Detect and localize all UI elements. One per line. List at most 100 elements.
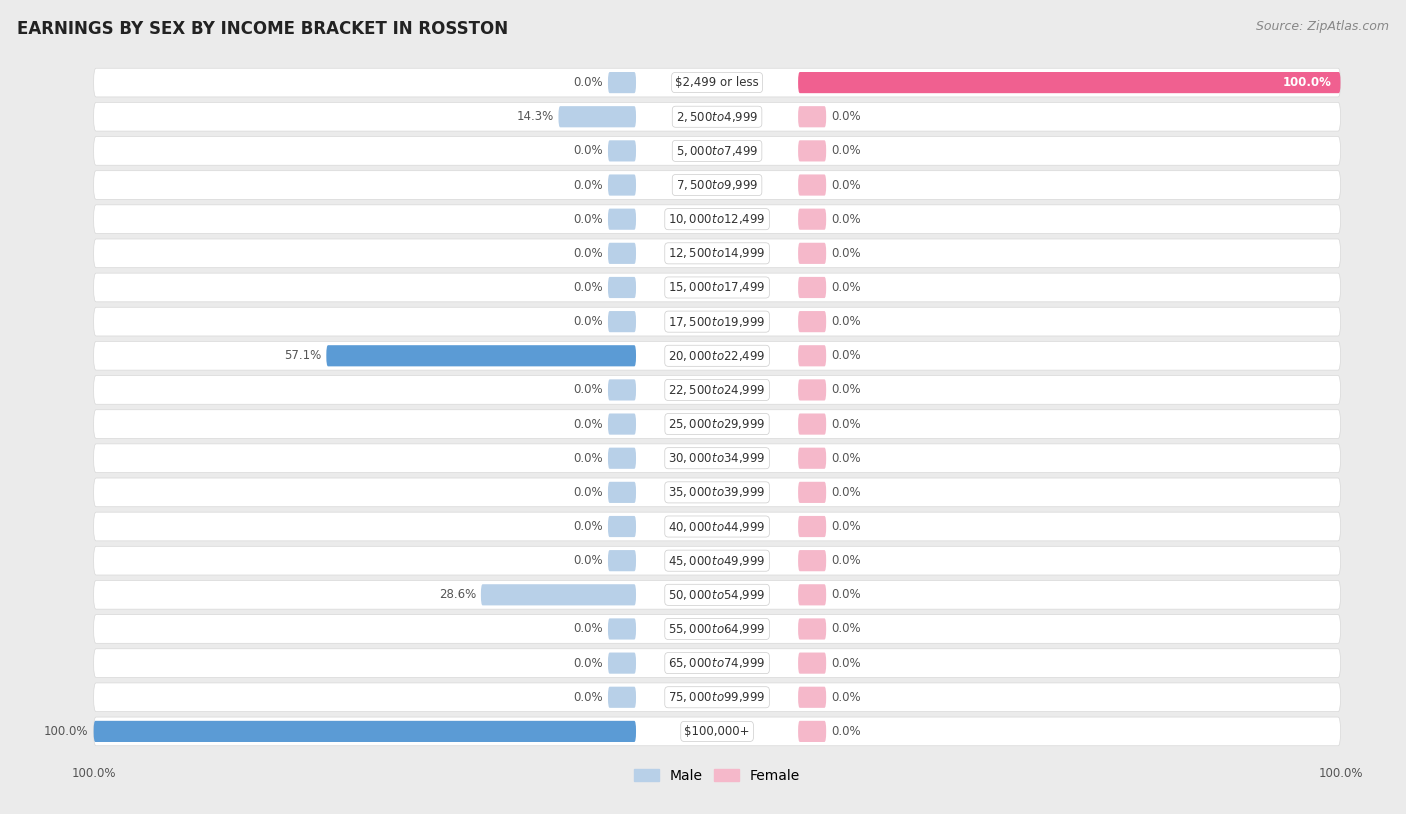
Text: 0.0%: 0.0%: [831, 486, 860, 499]
FancyBboxPatch shape: [607, 414, 636, 435]
FancyBboxPatch shape: [94, 649, 1340, 677]
FancyBboxPatch shape: [607, 311, 636, 332]
Text: 0.0%: 0.0%: [574, 418, 603, 431]
FancyBboxPatch shape: [607, 516, 636, 537]
FancyBboxPatch shape: [607, 619, 636, 640]
FancyBboxPatch shape: [607, 208, 636, 230]
Text: 0.0%: 0.0%: [574, 212, 603, 225]
FancyBboxPatch shape: [799, 448, 827, 469]
FancyBboxPatch shape: [94, 512, 1340, 540]
FancyBboxPatch shape: [799, 687, 827, 708]
Text: 0.0%: 0.0%: [831, 212, 860, 225]
Text: $12,500 to $14,999: $12,500 to $14,999: [668, 247, 766, 260]
Text: $30,000 to $34,999: $30,000 to $34,999: [668, 451, 766, 466]
FancyBboxPatch shape: [607, 277, 636, 298]
Text: 0.0%: 0.0%: [574, 486, 603, 499]
FancyBboxPatch shape: [799, 721, 827, 742]
FancyBboxPatch shape: [799, 243, 827, 264]
Text: 0.0%: 0.0%: [574, 452, 603, 465]
Text: $20,000 to $22,499: $20,000 to $22,499: [668, 348, 766, 363]
FancyBboxPatch shape: [94, 171, 1340, 199]
FancyBboxPatch shape: [607, 550, 636, 571]
Text: $25,000 to $29,999: $25,000 to $29,999: [668, 417, 766, 431]
FancyBboxPatch shape: [94, 274, 1340, 302]
Text: $22,500 to $24,999: $22,500 to $24,999: [668, 383, 766, 397]
Text: 0.0%: 0.0%: [831, 452, 860, 465]
Text: $35,000 to $39,999: $35,000 to $39,999: [668, 485, 766, 499]
FancyBboxPatch shape: [607, 174, 636, 195]
Text: 0.0%: 0.0%: [831, 178, 860, 191]
FancyBboxPatch shape: [94, 478, 1340, 506]
Text: 0.0%: 0.0%: [831, 657, 860, 670]
Text: $2,500 to $4,999: $2,500 to $4,999: [676, 110, 758, 124]
FancyBboxPatch shape: [94, 103, 1340, 131]
Text: EARNINGS BY SEX BY INCOME BRACKET IN ROSSTON: EARNINGS BY SEX BY INCOME BRACKET IN ROS…: [17, 20, 508, 38]
Text: 0.0%: 0.0%: [574, 76, 603, 89]
Text: Source: ZipAtlas.com: Source: ZipAtlas.com: [1256, 20, 1389, 33]
FancyBboxPatch shape: [94, 239, 1340, 268]
FancyBboxPatch shape: [607, 243, 636, 264]
Text: 0.0%: 0.0%: [574, 315, 603, 328]
FancyBboxPatch shape: [607, 687, 636, 708]
FancyBboxPatch shape: [94, 375, 1340, 405]
FancyBboxPatch shape: [799, 619, 827, 640]
FancyBboxPatch shape: [558, 106, 636, 127]
Text: $5,000 to $7,499: $5,000 to $7,499: [676, 144, 758, 158]
Text: $50,000 to $54,999: $50,000 to $54,999: [668, 588, 766, 602]
FancyBboxPatch shape: [607, 653, 636, 674]
FancyBboxPatch shape: [94, 205, 1340, 234]
FancyBboxPatch shape: [607, 379, 636, 400]
FancyBboxPatch shape: [94, 137, 1340, 165]
FancyBboxPatch shape: [799, 550, 827, 571]
Text: $65,000 to $74,999: $65,000 to $74,999: [668, 656, 766, 670]
Text: 0.0%: 0.0%: [574, 554, 603, 567]
Text: 0.0%: 0.0%: [574, 247, 603, 260]
FancyBboxPatch shape: [799, 414, 827, 435]
FancyBboxPatch shape: [94, 721, 636, 742]
FancyBboxPatch shape: [799, 277, 827, 298]
Text: 0.0%: 0.0%: [831, 520, 860, 533]
Text: $40,000 to $44,999: $40,000 to $44,999: [668, 519, 766, 533]
Text: 0.0%: 0.0%: [831, 589, 860, 602]
FancyBboxPatch shape: [799, 72, 1340, 93]
FancyBboxPatch shape: [799, 482, 827, 503]
Legend: Male, Female: Male, Female: [628, 764, 806, 789]
Text: $2,499 or less: $2,499 or less: [675, 76, 759, 89]
Text: 100.0%: 100.0%: [44, 725, 89, 738]
FancyBboxPatch shape: [94, 341, 1340, 370]
Text: 0.0%: 0.0%: [831, 623, 860, 636]
FancyBboxPatch shape: [94, 580, 1340, 609]
Text: 14.3%: 14.3%: [516, 110, 554, 123]
Text: 0.0%: 0.0%: [831, 110, 860, 123]
FancyBboxPatch shape: [94, 683, 1340, 711]
Text: 0.0%: 0.0%: [831, 691, 860, 704]
Text: 0.0%: 0.0%: [574, 144, 603, 157]
FancyBboxPatch shape: [607, 72, 636, 93]
Text: $55,000 to $64,999: $55,000 to $64,999: [668, 622, 766, 636]
FancyBboxPatch shape: [94, 68, 1340, 97]
FancyBboxPatch shape: [607, 140, 636, 161]
Text: 0.0%: 0.0%: [831, 725, 860, 738]
FancyBboxPatch shape: [799, 140, 827, 161]
FancyBboxPatch shape: [481, 584, 636, 606]
Text: 28.6%: 28.6%: [439, 589, 475, 602]
Text: $45,000 to $49,999: $45,000 to $49,999: [668, 554, 766, 567]
FancyBboxPatch shape: [94, 717, 1340, 746]
Text: 0.0%: 0.0%: [831, 383, 860, 396]
Text: $75,000 to $99,999: $75,000 to $99,999: [668, 690, 766, 704]
FancyBboxPatch shape: [326, 345, 636, 366]
Text: 0.0%: 0.0%: [574, 383, 603, 396]
Text: 0.0%: 0.0%: [831, 247, 860, 260]
FancyBboxPatch shape: [607, 482, 636, 503]
Text: 0.0%: 0.0%: [574, 178, 603, 191]
FancyBboxPatch shape: [799, 106, 827, 127]
Text: $10,000 to $12,499: $10,000 to $12,499: [668, 212, 766, 226]
FancyBboxPatch shape: [607, 448, 636, 469]
FancyBboxPatch shape: [94, 444, 1340, 473]
Text: $7,500 to $9,999: $7,500 to $9,999: [676, 178, 758, 192]
FancyBboxPatch shape: [799, 174, 827, 195]
FancyBboxPatch shape: [799, 516, 827, 537]
Text: 0.0%: 0.0%: [831, 418, 860, 431]
Text: 0.0%: 0.0%: [831, 144, 860, 157]
FancyBboxPatch shape: [94, 546, 1340, 575]
